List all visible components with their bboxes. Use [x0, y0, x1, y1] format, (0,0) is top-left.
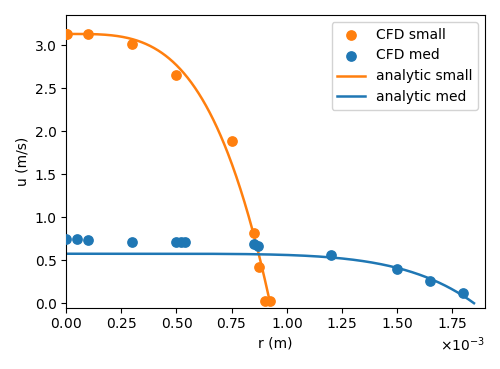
- CFD med: [74, 236, 82, 242]
- CFD med: [426, 278, 434, 284]
- CFD small: [84, 31, 92, 37]
- CFD small: [172, 72, 180, 78]
- Y-axis label: u (m/s): u (m/s): [15, 137, 29, 186]
- analytic med: [260, 252, 266, 256]
- CFD med: [172, 239, 180, 245]
- analytic med: [461, 294, 467, 299]
- analytic small: [160, 52, 166, 56]
- CFD med: [393, 266, 401, 272]
- analytic small: [64, 32, 70, 36]
- X-axis label: r (m): r (m): [258, 337, 293, 351]
- CFD small: [255, 264, 263, 270]
- CFD med: [62, 236, 70, 242]
- Line: analytic small: analytic small: [66, 34, 270, 303]
- CFD med: [177, 239, 185, 245]
- analytic small: [162, 52, 168, 57]
- Legend: CFD small, CFD med, analytic small, analytic med: CFD small, CFD med, analytic small, anal…: [332, 22, 478, 110]
- analytic med: [398, 266, 404, 271]
- analytic small: [174, 63, 180, 68]
- CFD med: [128, 239, 136, 245]
- CFD small: [250, 230, 258, 236]
- CFD small: [128, 41, 136, 47]
- analytic med: [257, 252, 263, 256]
- CFD small: [266, 299, 274, 304]
- CFD small: [64, 31, 72, 37]
- analytic med: [306, 254, 312, 258]
- analytic small: [230, 166, 236, 170]
- analytic med: [284, 253, 290, 257]
- CFD small: [228, 138, 235, 144]
- CFD med: [84, 238, 92, 244]
- analytic small: [267, 301, 273, 306]
- analytic med: [64, 252, 70, 256]
- CFD med: [250, 241, 258, 247]
- analytic small: [184, 76, 190, 80]
- CFD small: [62, 31, 70, 37]
- CFD small: [260, 299, 268, 304]
- analytic med: [471, 301, 477, 306]
- Line: analytic med: analytic med: [66, 254, 474, 303]
- analytic small: [262, 279, 268, 283]
- CFD med: [459, 290, 467, 296]
- CFD med: [254, 244, 262, 249]
- CFD med: [326, 252, 334, 258]
- CFD med: [182, 239, 190, 245]
